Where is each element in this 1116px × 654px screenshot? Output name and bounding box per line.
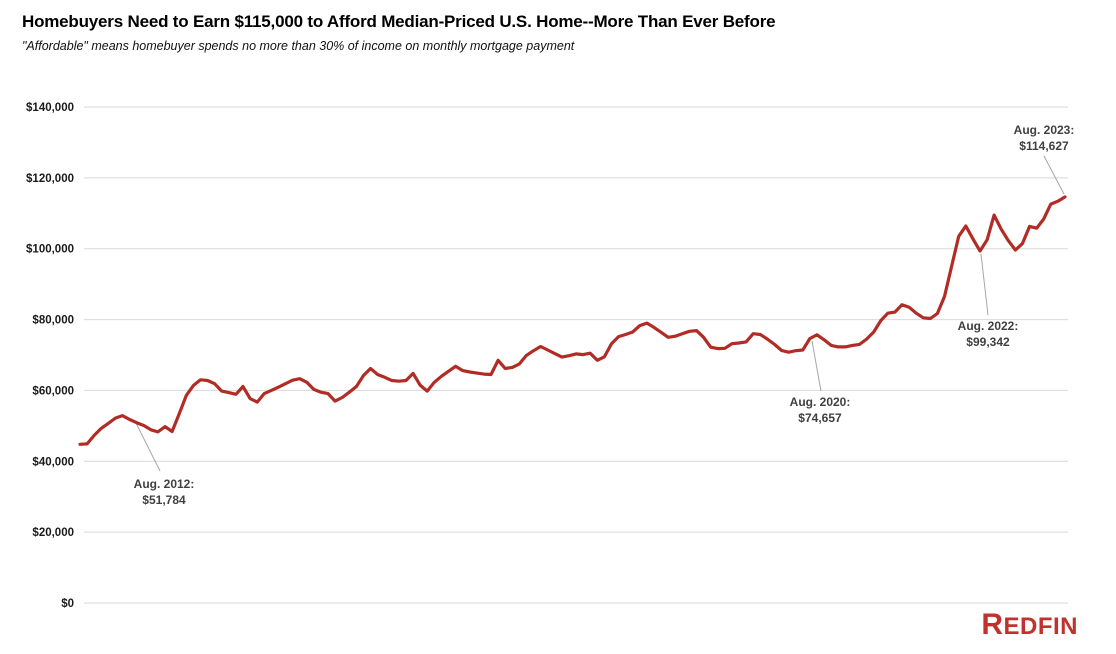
y-axis-tick-label: $100,000 [26, 244, 74, 256]
annotation-leader-line [980, 253, 989, 316]
annotation-value-label: $99,342 [966, 335, 1010, 349]
y-axis-tick-label: $80,000 [32, 315, 74, 327]
chart-header: Homebuyers Need to Earn $115,000 to Affo… [22, 12, 776, 53]
y-axis-tick-label: $60,000 [32, 385, 74, 397]
annotation-leader-line [811, 340, 822, 392]
y-axis-tick-label: $20,000 [32, 527, 74, 539]
chart-title: Homebuyers Need to Earn $115,000 to Affo… [22, 12, 776, 31]
annotation-date-label: Aug. 2020: [790, 395, 851, 409]
y-axis-tick-label: $40,000 [32, 456, 74, 468]
redfin-logo-rest: EDFIN [1003, 613, 1078, 640]
annotation-value-label: $51,784 [142, 493, 186, 507]
chart-subtitle: "Affordable" means homebuyer spends no m… [22, 39, 575, 53]
y-axis-tick-label: $0 [61, 598, 74, 610]
y-axis-tick-label: $120,000 [26, 173, 74, 185]
annotation-value-label: $74,657 [798, 411, 842, 425]
annotation-date-label: Aug. 2012: [134, 477, 195, 491]
annotation-date-label: Aug. 2022: [958, 319, 1019, 333]
annotation-leader-line [1043, 155, 1065, 195]
annotation-leader-line [135, 422, 161, 472]
y-axis-tick-label: $140,000 [26, 102, 74, 114]
redfin-logo: REDFIN [981, 610, 1078, 640]
annotation-value-label: $114,627 [1019, 139, 1069, 153]
redfin-logo-initial: R [981, 608, 1004, 641]
annotation-date-label: Aug. 2023: [1014, 123, 1075, 137]
income-needed-line [78, 195, 1067, 446]
